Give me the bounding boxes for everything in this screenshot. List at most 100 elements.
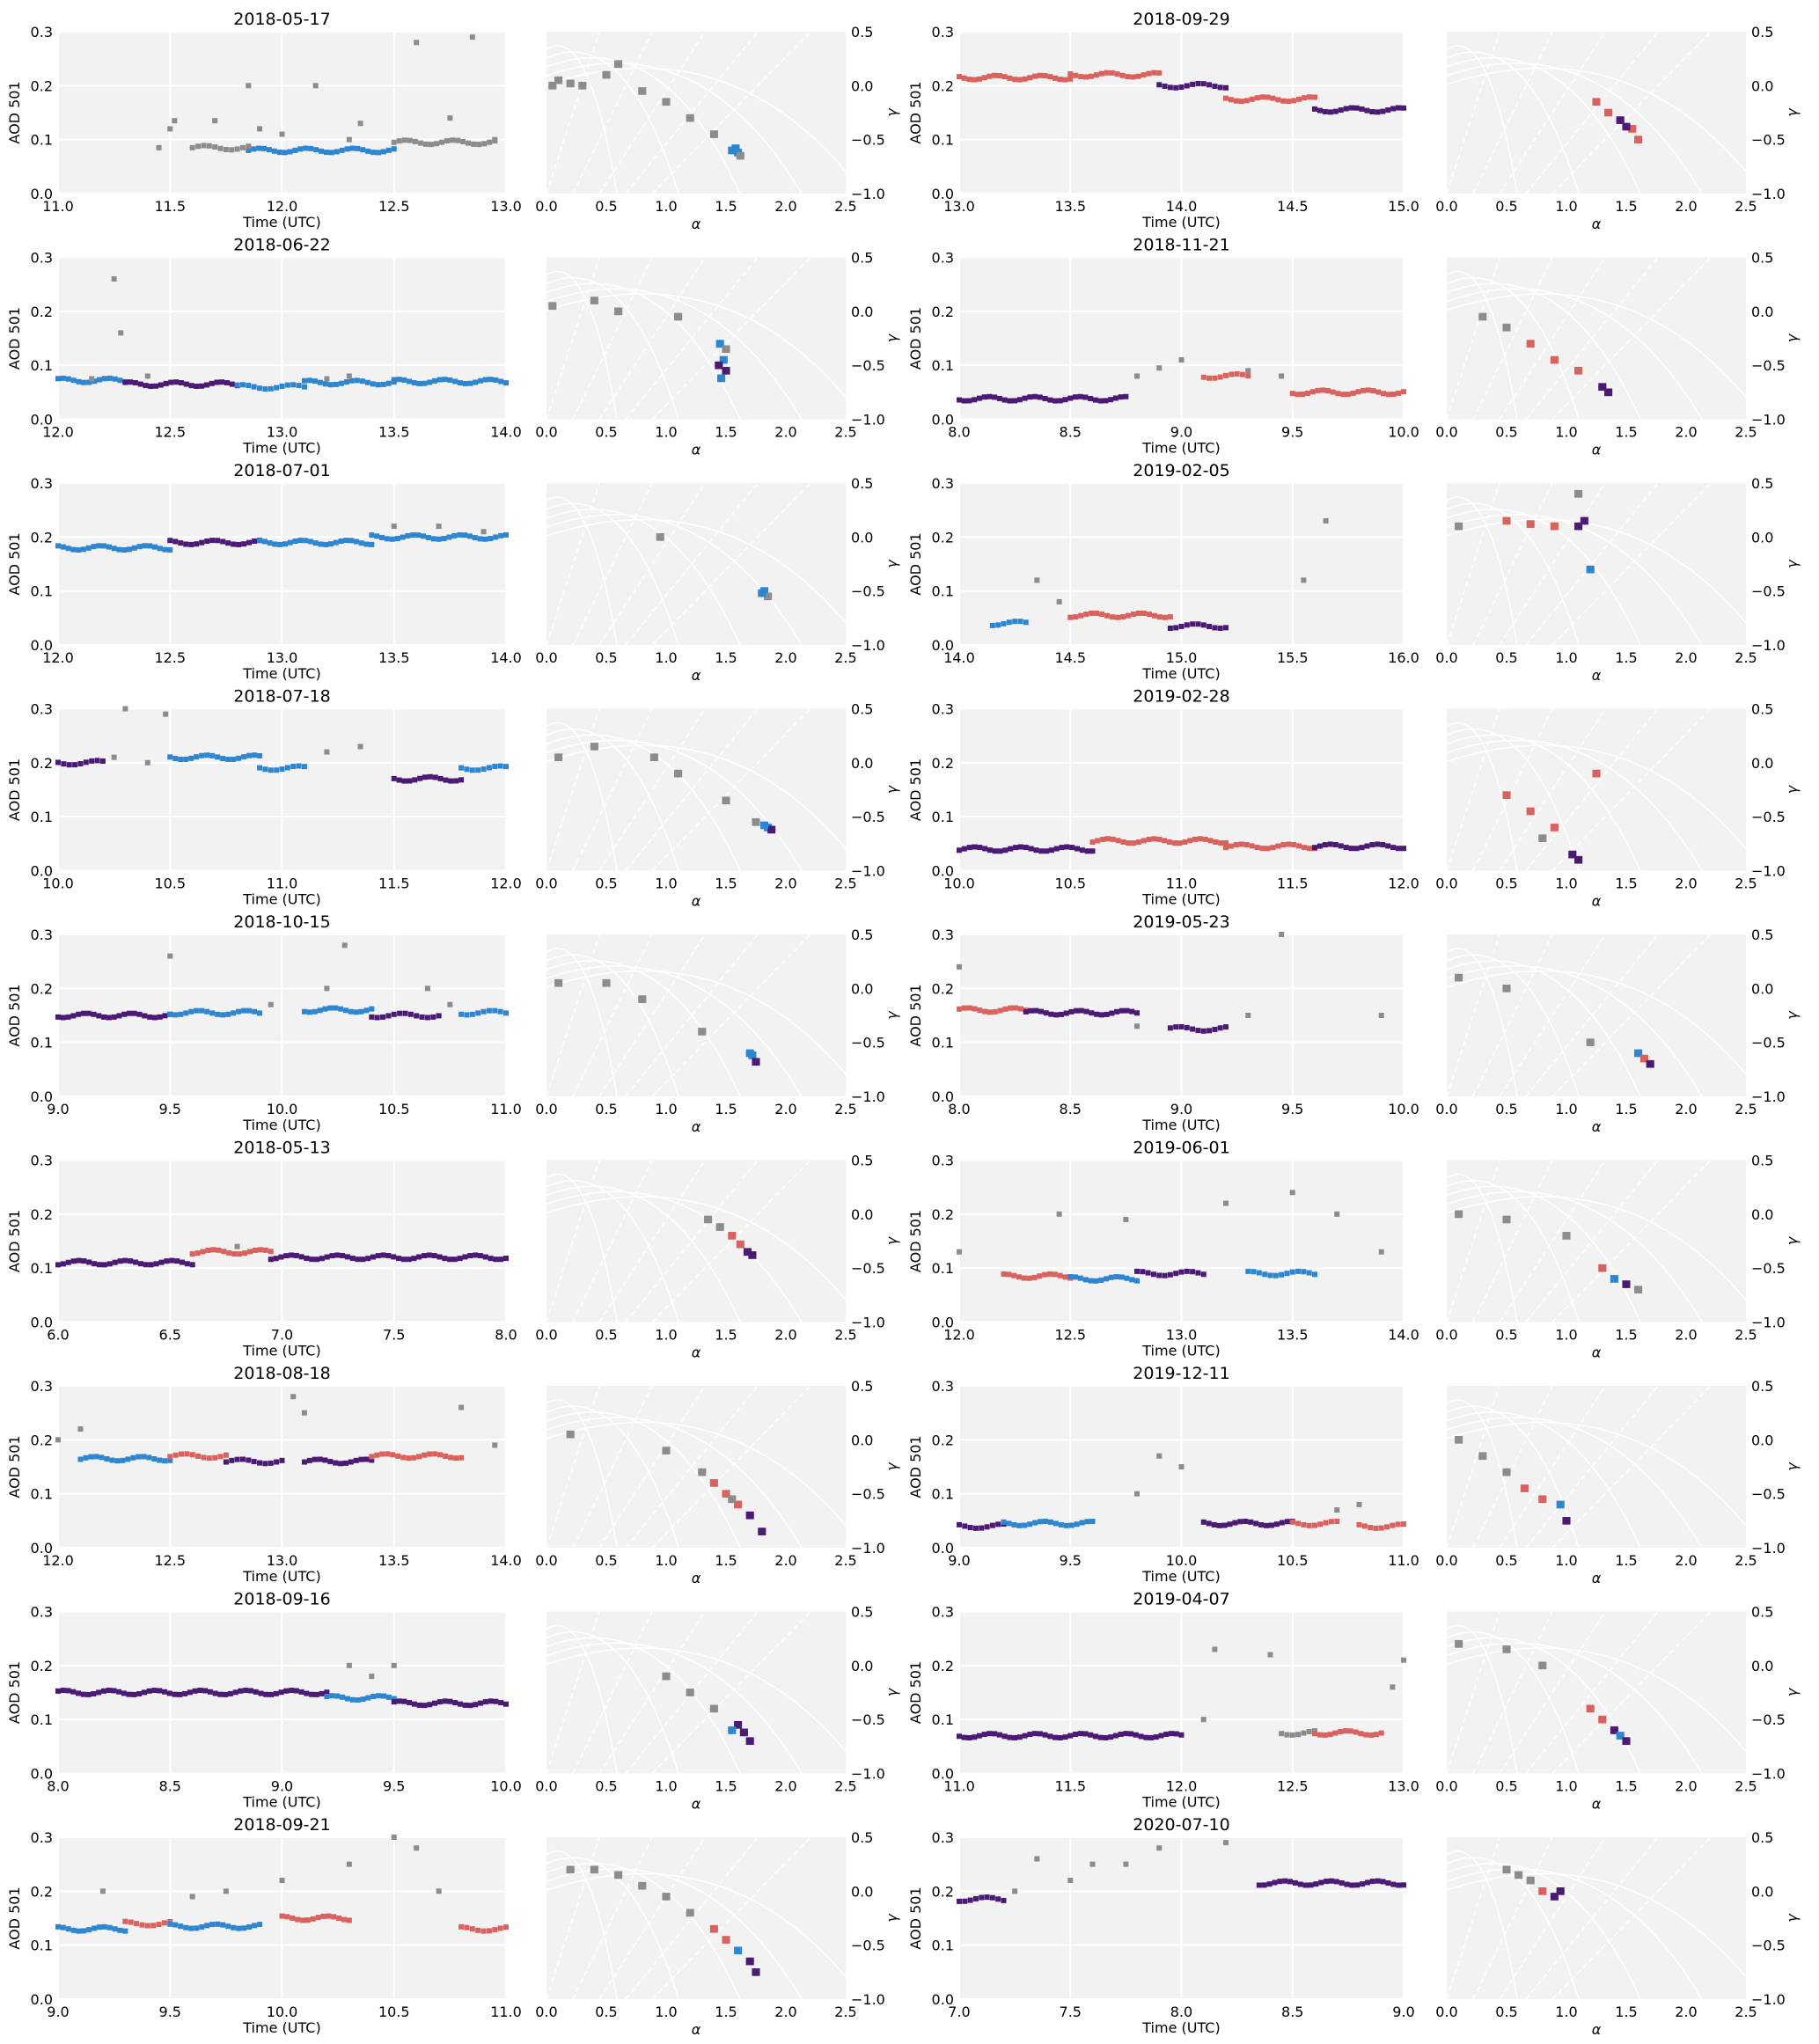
x-tick-label: 1.5 (715, 875, 737, 892)
data-point (1289, 1732, 1295, 1738)
y-tick-label: −1.0 (1751, 1315, 1786, 1331)
y-axis-label: AOD 501 (907, 307, 924, 370)
data-point (76, 1690, 82, 1696)
data-point (200, 1249, 206, 1255)
data-point (1119, 72, 1126, 78)
data-point (1115, 614, 1121, 620)
data-point (722, 1490, 727, 1495)
data-point (109, 1457, 115, 1463)
data-point (70, 1689, 77, 1695)
data-point (558, 753, 563, 758)
time-series-plot: 8.0 8.5 9.0 9.5 10.00.00.10.20.32019-05-23Ti… (907, 912, 1419, 1133)
data-point (1089, 848, 1096, 854)
x-tick-label: 2.5 (1735, 1778, 1757, 1795)
data-point (1529, 810, 1535, 816)
data-point (375, 382, 381, 388)
data-point (1195, 80, 1201, 86)
data-point (473, 1702, 479, 1708)
reference-curve (546, 1637, 741, 1774)
data-point (70, 1927, 77, 1933)
data-point (65, 1259, 71, 1265)
data-point (961, 398, 967, 404)
data-point (1200, 1717, 1207, 1723)
data-point (296, 763, 302, 769)
x-tick-label: 2.0 (774, 1327, 796, 1344)
y-tick-label: 0.1 (932, 132, 954, 149)
data-point (638, 995, 643, 1000)
y-tick-label: −1.0 (1751, 1766, 1786, 1783)
data-point (1502, 1865, 1507, 1871)
data-point (396, 777, 402, 783)
y-tick-label: 0.1 (31, 809, 53, 825)
data-point (739, 1728, 744, 1733)
data-point (548, 302, 554, 307)
x-tick-label: 0.0 (535, 1778, 557, 1795)
data-point (194, 541, 200, 547)
data-point (704, 1215, 709, 1220)
panel-4: 9.0 9.5 10.0 10.5 11.00.00.10.20.32018-10-15… (6, 912, 900, 1135)
data-point (689, 1908, 694, 1914)
x-tick-label: 11.0 (490, 2004, 522, 2020)
reference-dashed-line (651, 1837, 811, 1999)
data-point (957, 74, 962, 80)
data-point (1143, 1734, 1149, 1740)
data-point (665, 1672, 671, 1677)
data-point (1529, 520, 1535, 525)
data-point (1265, 94, 1271, 100)
reference-dashed-line (598, 1386, 706, 1548)
data-point (157, 1014, 163, 1020)
data-point (967, 1897, 973, 1903)
panel-5: 6.0 6.5 7.0 7.5 8.00.00.10.20.32018-05-13Tim… (6, 1139, 900, 1361)
x-tick-label: 2.5 (834, 649, 856, 666)
data-point (257, 1247, 263, 1253)
data-point (1327, 109, 1333, 115)
data-point (1312, 845, 1317, 851)
data-point (86, 1927, 92, 1933)
data-point (1184, 622, 1190, 628)
panel-10: 8.0 8.5 9.0 9.5 10.00.00.10.20.32018-11-21Ti… (907, 236, 1801, 458)
data-point (183, 1924, 189, 1930)
y-tick-label: −0.5 (851, 1035, 885, 1051)
data-point (642, 90, 647, 95)
reference-dashed-line (651, 483, 811, 645)
data-point (1598, 1718, 1603, 1724)
reference-dashed-line (1472, 1611, 1553, 1774)
data-point (427, 1702, 433, 1708)
data-point (391, 146, 397, 152)
data-point (209, 1010, 216, 1016)
data-point (1649, 1059, 1654, 1065)
data-point (737, 1946, 743, 1952)
data-point (1458, 1643, 1463, 1648)
reference-curve (1447, 1191, 1703, 1322)
data-point (1037, 72, 1043, 78)
data-point (1093, 1278, 1099, 1284)
data-point (1227, 1521, 1233, 1528)
x-tick-label: 8.0 (948, 1101, 970, 1117)
data-point (662, 1449, 667, 1454)
data-point (1254, 845, 1260, 851)
data-point (1053, 846, 1060, 852)
x-tick-label: 2.5 (1735, 1101, 1757, 1117)
data-point (1506, 516, 1511, 522)
data-point (1238, 841, 1244, 847)
data-point (411, 1256, 417, 1262)
x-tick-label: 12.0 (42, 424, 74, 441)
data-point (722, 366, 727, 371)
data-point (1057, 1272, 1063, 1278)
data-point (764, 587, 769, 592)
data-point (401, 377, 407, 383)
data-point (225, 1011, 231, 1017)
data-point (1032, 73, 1038, 79)
data-point (686, 117, 691, 122)
data-point (605, 70, 611, 76)
data-point (593, 297, 598, 302)
data-point (86, 379, 92, 385)
data-point (76, 547, 82, 553)
data-point (292, 147, 298, 153)
data-point (1162, 614, 1168, 620)
data-point (1053, 398, 1059, 404)
data-point (1088, 1278, 1094, 1284)
data-point (370, 1693, 377, 1699)
data-point (1084, 1519, 1090, 1525)
data-point (1089, 1010, 1095, 1016)
